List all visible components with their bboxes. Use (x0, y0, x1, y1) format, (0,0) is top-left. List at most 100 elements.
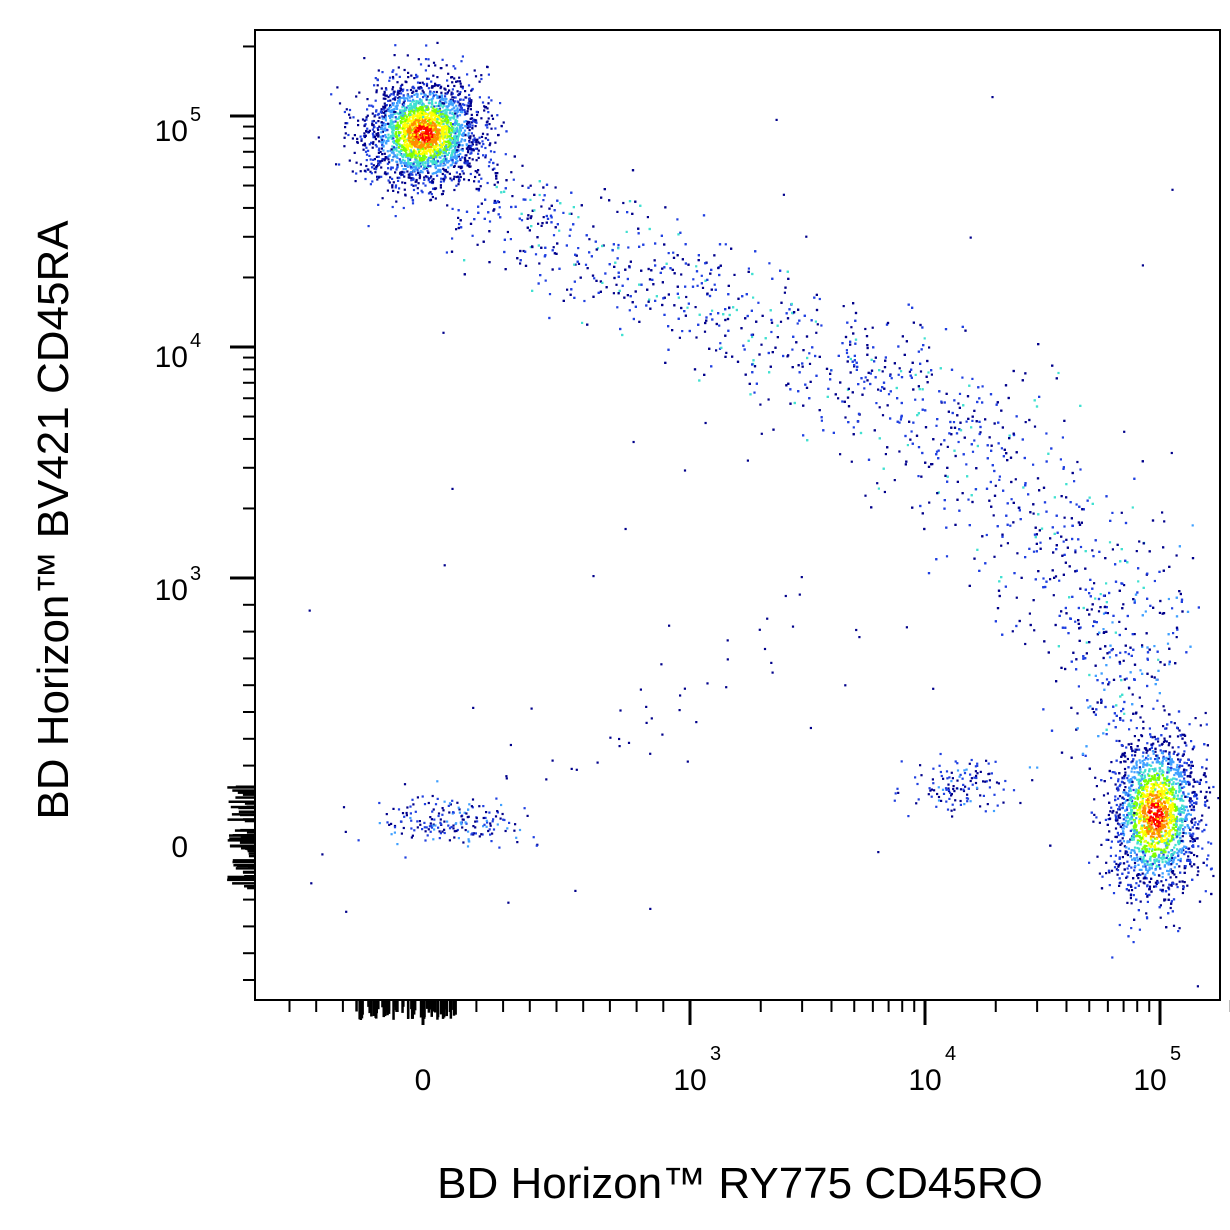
event-dot (397, 97, 400, 100)
event-dot (1178, 791, 1181, 794)
event-dot (379, 150, 382, 153)
event-dot (411, 198, 414, 202)
event-dot (1119, 862, 1122, 865)
event-dot (1166, 862, 1169, 865)
event-dot (1152, 835, 1155, 838)
event-dot (1162, 725, 1165, 728)
event-dot (1146, 742, 1149, 745)
event-dot (481, 101, 485, 104)
event-dot (393, 126, 396, 129)
event-dot (399, 115, 402, 118)
event-dot (465, 144, 468, 147)
event-dot (1132, 758, 1135, 761)
event-dot (414, 134, 417, 138)
event-dot (1117, 778, 1120, 781)
event-dot (1138, 831, 1141, 834)
event-dot (412, 111, 415, 114)
event-dot (1124, 799, 1128, 802)
event-dot (381, 117, 384, 120)
event-dot (1176, 754, 1179, 757)
event-dot (416, 128, 419, 131)
event-dot (411, 142, 414, 145)
event-dot (471, 158, 474, 161)
event-dot (440, 160, 444, 163)
event-dot (399, 162, 402, 165)
event-dot (486, 133, 489, 136)
event-dot (1189, 797, 1192, 800)
event-dot (1166, 792, 1169, 795)
event-dot (437, 104, 440, 107)
event-dot (1145, 784, 1148, 787)
event-dot (1124, 793, 1127, 796)
event-dot (416, 154, 419, 157)
event-dot (454, 140, 457, 143)
event-dot (372, 136, 375, 139)
event-dot (1167, 744, 1170, 747)
event-dot (1144, 794, 1147, 797)
event-dot (1178, 818, 1181, 821)
event-dot (427, 158, 430, 161)
event-dot (1132, 765, 1135, 768)
event-dot (431, 161, 434, 164)
event-dot (410, 95, 413, 98)
event-dot (1176, 886, 1179, 889)
event-dot (1150, 877, 1153, 880)
event-dot (386, 150, 389, 153)
event-dot (1154, 818, 1157, 821)
event-dot (1133, 831, 1136, 835)
event-dot (428, 125, 431, 129)
event-dot (476, 243, 479, 246)
event-dot (391, 102, 394, 105)
event-dot (436, 164, 439, 167)
event-dot (444, 150, 447, 153)
event-dot (474, 138, 477, 141)
event-dot (397, 127, 400, 130)
event-dot (472, 149, 475, 152)
event-dot (411, 202, 415, 205)
event-dot (1148, 827, 1151, 831)
event-dot (382, 128, 385, 131)
event-dot (1178, 841, 1181, 844)
event-dot (1179, 789, 1182, 792)
event-dot (1179, 734, 1182, 737)
event-dot (385, 123, 388, 126)
event-dot (450, 145, 453, 148)
event-dot (1127, 847, 1130, 850)
event-dot (432, 74, 435, 77)
event-dot (428, 99, 431, 102)
event-dot (463, 113, 467, 116)
event-dot (458, 179, 461, 182)
event-dot (1161, 762, 1164, 765)
event-dot (398, 99, 401, 103)
event-dot (445, 101, 448, 104)
event-dot (473, 118, 476, 121)
event-dot (1144, 783, 1147, 786)
event-dot (1154, 813, 1157, 816)
event-dot (405, 161, 408, 165)
event-dot (385, 88, 388, 91)
event-dot (473, 69, 476, 72)
event-dot (449, 118, 452, 121)
event-dot (416, 159, 419, 162)
event-dot (1201, 814, 1204, 817)
event-dot (1142, 785, 1145, 789)
event-dot (475, 121, 478, 124)
event-dot (419, 169, 423, 173)
event-dot (394, 120, 397, 123)
event-dot (424, 175, 427, 178)
event-dot (441, 159, 444, 162)
event-dot (398, 134, 401, 137)
event-dot (1161, 770, 1164, 773)
event-dot (448, 151, 451, 154)
event-dot (454, 132, 457, 135)
event-dot (433, 154, 437, 157)
event-dot (1120, 832, 1123, 836)
event-dot (433, 122, 436, 125)
event-dot (461, 110, 464, 113)
event-dot (1124, 786, 1127, 789)
event-dot (461, 85, 464, 88)
event-dot (416, 110, 419, 113)
event-dot (388, 94, 392, 97)
event-dot (426, 108, 429, 111)
event-dot (433, 138, 436, 141)
